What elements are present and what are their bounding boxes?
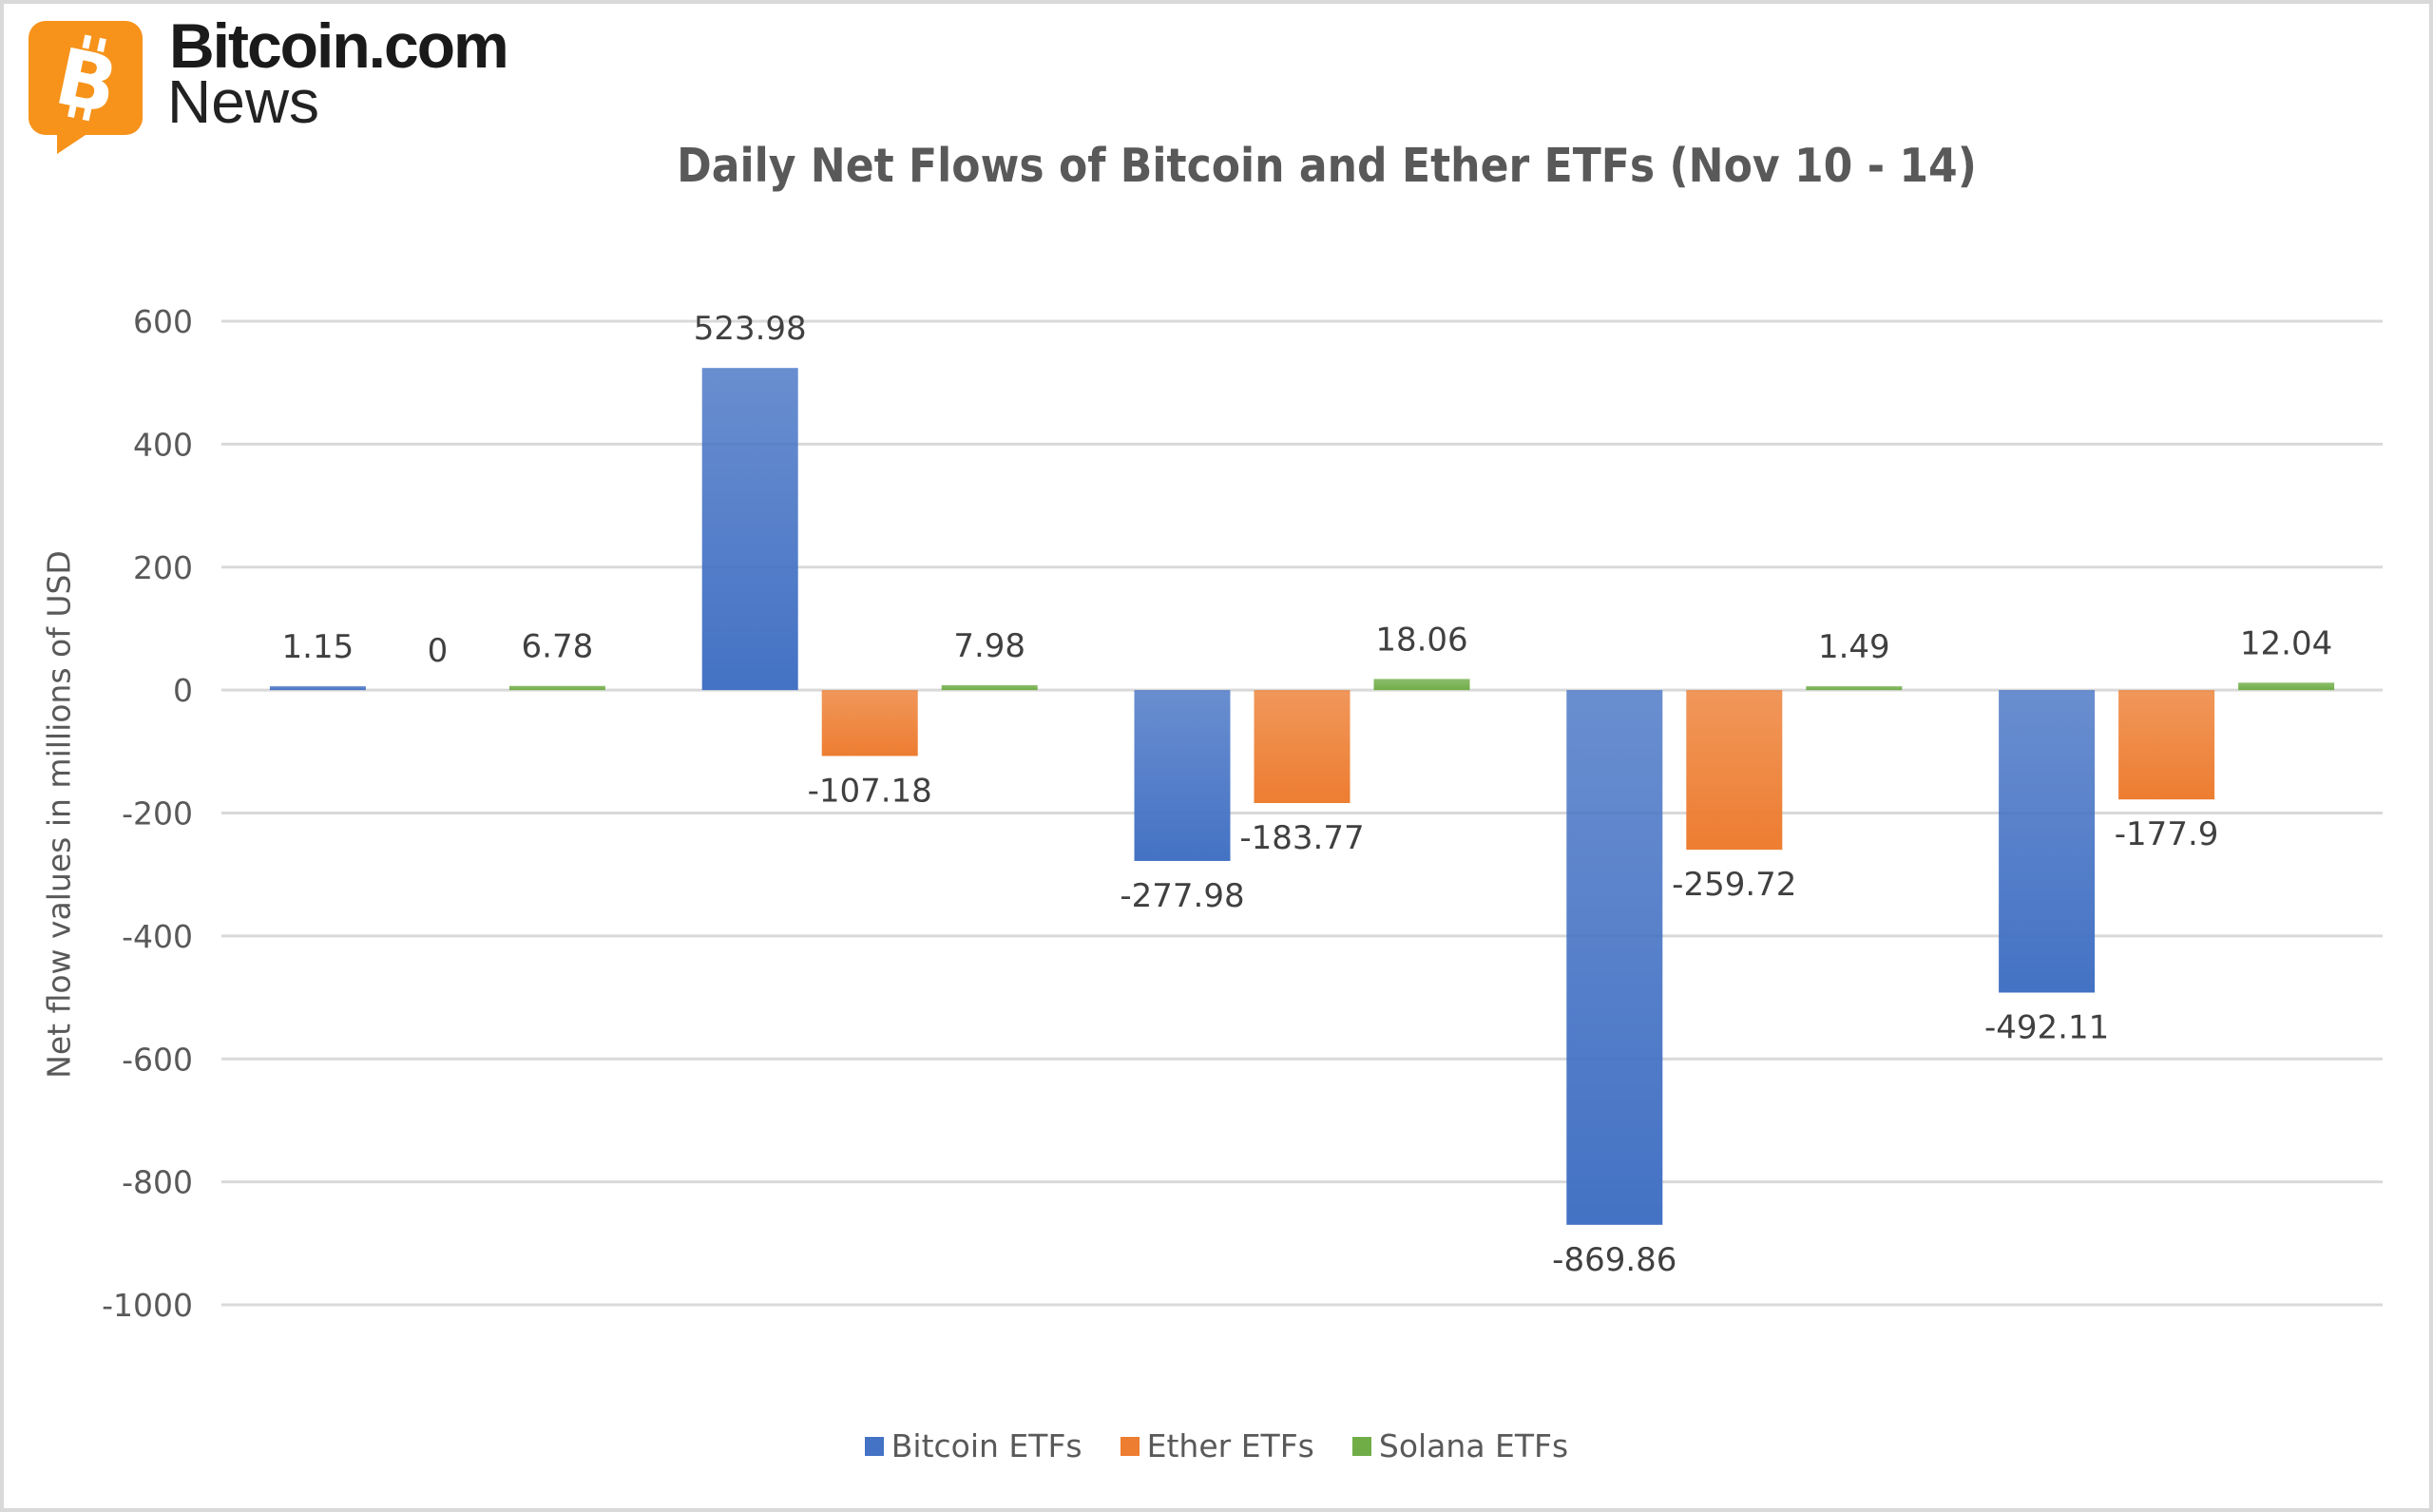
data-label: -492.11 — [1984, 1008, 2109, 1046]
legend-item-bitcoin[interactable]: Bitcoin ETFs — [864, 1427, 1082, 1464]
data-label: 1.49 — [1818, 628, 1890, 666]
legend-label-ether: Ether ETFs — [1146, 1427, 1314, 1464]
bar-ether-etfs — [821, 690, 918, 756]
y-tick-label: 600 — [133, 303, 193, 340]
legend-swatch-ether — [1120, 1436, 1140, 1456]
data-label: -869.86 — [1552, 1241, 1676, 1279]
bar-ether-etfs — [1686, 690, 1783, 851]
data-label: -107.18 — [808, 772, 932, 810]
legend: Bitcoin ETFs Ether ETFs Solana ETFs — [0, 1427, 2433, 1464]
bar-bitcoin-etfs — [1134, 690, 1231, 861]
data-label: -183.77 — [1239, 819, 1364, 857]
bar-bitcoin-etfs — [269, 686, 366, 691]
data-label: 12.04 — [2240, 624, 2332, 662]
legend-label-solana: Solana ETFs — [1378, 1427, 1569, 1464]
bar-ether-etfs — [2118, 690, 2215, 800]
data-label: 18.06 — [1375, 621, 1467, 659]
legend-swatch-solana — [1351, 1436, 1371, 1456]
bitcoin-logo-icon: B — [29, 21, 143, 154]
y-tick-label: 200 — [133, 549, 193, 586]
y-tick-label: -800 — [122, 1164, 193, 1201]
y-tick-label: -1000 — [102, 1287, 193, 1324]
legend-label-bitcoin: Bitcoin ETFs — [891, 1427, 1082, 1464]
data-label: -259.72 — [1672, 866, 1796, 904]
legend-item-solana[interactable]: Solana ETFs — [1351, 1427, 1569, 1464]
data-label: -277.98 — [1120, 877, 1244, 915]
y-tick-label: 0 — [173, 672, 193, 709]
y-tick-label: 400 — [133, 426, 193, 463]
y-tick-label: -200 — [122, 795, 193, 833]
legend-swatch-bitcoin — [864, 1436, 884, 1456]
bar-bitcoin-etfs — [701, 368, 798, 691]
bar-bitcoin-etfs — [1999, 690, 2096, 993]
data-label: 0 — [428, 632, 449, 670]
bar-solana-etfs — [2238, 682, 2335, 691]
bar-ether-etfs — [1254, 690, 1351, 804]
data-label: 1.15 — [282, 628, 354, 666]
y-tick-label: -600 — [122, 1041, 193, 1078]
data-label: -177.9 — [2115, 815, 2219, 853]
chart-title: Daily Net Flows of Bitcoin and Ether ETF… — [677, 139, 1977, 193]
bar-solana-etfs — [941, 684, 1038, 691]
logo-text-brand: Bitcoin.com — [169, 10, 509, 81]
bar-bitcoin-etfs — [1566, 690, 1663, 1225]
data-label: 6.78 — [522, 628, 594, 666]
bar-solana-etfs — [508, 685, 605, 691]
logo-text-news: News — [167, 67, 320, 136]
bar-solana-etfs — [1373, 679, 1470, 691]
data-label: 523.98 — [694, 310, 807, 348]
bar-solana-etfs — [1806, 686, 1903, 691]
y-tick-label: -400 — [122, 918, 193, 955]
legend-item-ether[interactable]: Ether ETFs — [1120, 1427, 1314, 1464]
data-label: 7.98 — [953, 627, 1025, 665]
